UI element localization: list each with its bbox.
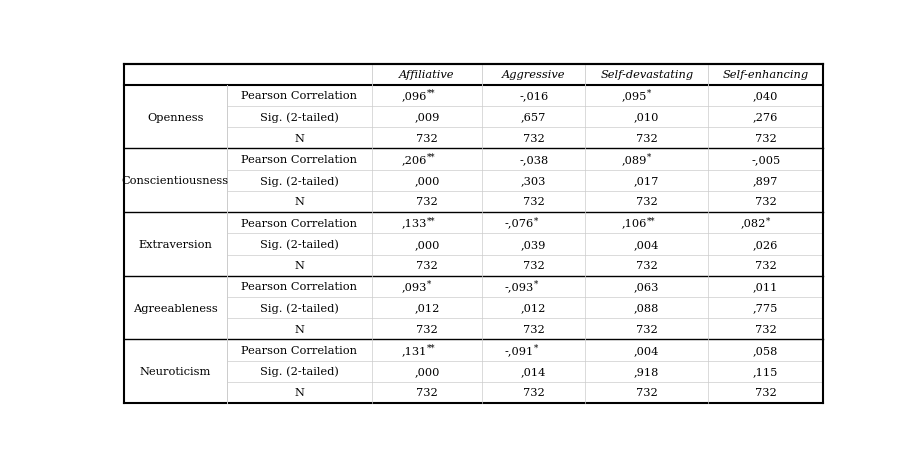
Text: *: *: [646, 152, 651, 162]
Text: Aggressive: Aggressive: [502, 70, 565, 80]
Text: ,058: ,058: [752, 345, 777, 355]
Text: ,657: ,657: [520, 113, 546, 122]
Text: *: *: [646, 89, 651, 98]
Text: -,005: -,005: [750, 155, 779, 165]
Text: Pearson Correlation: Pearson Correlation: [241, 155, 357, 165]
Text: 732: 732: [754, 197, 776, 207]
Text: ,088: ,088: [633, 303, 659, 313]
Text: -,091: -,091: [504, 345, 533, 355]
Text: 732: 732: [635, 197, 657, 207]
Text: ,000: ,000: [414, 176, 439, 186]
Text: Sig. (2-tailed): Sig. (2-tailed): [260, 112, 338, 123]
Text: 732: 732: [415, 197, 437, 207]
Text: Pearson Correlation: Pearson Correlation: [241, 282, 357, 292]
Text: *: *: [765, 216, 769, 225]
Text: 732: 732: [754, 133, 776, 144]
Text: 732: 732: [754, 261, 776, 270]
Text: ,010: ,010: [633, 113, 659, 122]
Text: ,206: ,206: [402, 155, 426, 165]
Text: ,040: ,040: [752, 91, 777, 101]
Text: ,014: ,014: [520, 366, 546, 376]
Text: ,775: ,775: [752, 303, 777, 313]
Text: ,115: ,115: [752, 366, 777, 376]
Text: Sig. (2-tailed): Sig. (2-tailed): [260, 239, 338, 250]
Text: 732: 732: [522, 133, 544, 144]
Text: ,131: ,131: [402, 345, 426, 355]
Text: *: *: [533, 343, 538, 352]
Text: 732: 732: [415, 133, 437, 144]
Text: 732: 732: [754, 324, 776, 334]
Text: **: **: [646, 216, 654, 225]
Text: 732: 732: [635, 324, 657, 334]
Text: ,897: ,897: [752, 176, 777, 186]
Text: ,089: ,089: [620, 155, 646, 165]
Text: 732: 732: [635, 261, 657, 270]
Text: ,026: ,026: [752, 239, 777, 250]
Text: ,000: ,000: [414, 239, 439, 250]
Text: ,093: ,093: [402, 282, 426, 292]
Text: ,011: ,011: [752, 282, 777, 292]
Text: ,012: ,012: [520, 303, 546, 313]
Text: *: *: [426, 279, 431, 288]
Text: N: N: [294, 197, 304, 207]
Text: ,039: ,039: [520, 239, 546, 250]
Text: ,303: ,303: [520, 176, 546, 186]
Text: Self-devastating: Self-devastating: [599, 70, 693, 80]
Text: Pearson Correlation: Pearson Correlation: [241, 345, 357, 355]
Text: ,012: ,012: [414, 303, 439, 313]
Text: 732: 732: [415, 324, 437, 334]
Text: Extraversion: Extraversion: [138, 239, 212, 250]
Text: ,004: ,004: [633, 345, 659, 355]
Text: **: **: [426, 343, 435, 352]
Text: -,093: -,093: [504, 282, 533, 292]
Text: **: **: [426, 216, 435, 225]
Text: **: **: [426, 152, 435, 162]
Text: ,063: ,063: [633, 282, 659, 292]
Text: Self-enhancing: Self-enhancing: [721, 70, 808, 80]
Text: 732: 732: [522, 197, 544, 207]
Text: ,000: ,000: [414, 366, 439, 376]
Text: ,096: ,096: [402, 91, 426, 101]
Text: N: N: [294, 133, 304, 144]
Text: ,918: ,918: [633, 366, 659, 376]
Text: Sig. (2-tailed): Sig. (2-tailed): [260, 366, 338, 377]
Text: 732: 732: [415, 388, 437, 398]
Text: Pearson Correlation: Pearson Correlation: [241, 91, 357, 101]
Text: ,017: ,017: [633, 176, 659, 186]
Text: **: **: [426, 89, 435, 98]
Text: N: N: [294, 261, 304, 270]
Text: Openness: Openness: [147, 113, 203, 122]
Text: 732: 732: [635, 133, 657, 144]
Text: N: N: [294, 324, 304, 334]
Text: ,133: ,133: [402, 218, 426, 228]
Text: 732: 732: [635, 388, 657, 398]
Text: *: *: [533, 216, 538, 225]
Text: ,009: ,009: [414, 113, 439, 122]
Text: Pearson Correlation: Pearson Correlation: [241, 218, 357, 228]
Text: 732: 732: [754, 388, 776, 398]
Text: Sig. (2-tailed): Sig. (2-tailed): [260, 175, 338, 186]
Text: -,038: -,038: [518, 155, 548, 165]
Text: Affiliative: Affiliative: [399, 70, 454, 80]
Text: Conscientiousness: Conscientiousness: [121, 176, 229, 186]
Text: N: N: [294, 388, 304, 398]
Text: 732: 732: [522, 261, 544, 270]
Text: Sig. (2-tailed): Sig. (2-tailed): [260, 303, 338, 313]
Text: ,004: ,004: [633, 239, 659, 250]
Text: *: *: [533, 279, 538, 288]
Text: 732: 732: [522, 388, 544, 398]
Text: ,095: ,095: [620, 91, 646, 101]
Text: -,016: -,016: [518, 91, 548, 101]
Text: ,276: ,276: [752, 113, 777, 122]
Text: ,082: ,082: [740, 218, 765, 228]
Text: Neuroticism: Neuroticism: [140, 366, 210, 376]
Text: Agreeableness: Agreeableness: [133, 303, 218, 313]
Text: 732: 732: [522, 324, 544, 334]
Text: -,076: -,076: [504, 218, 533, 228]
Text: ,106: ,106: [620, 218, 646, 228]
Text: 732: 732: [415, 261, 437, 270]
